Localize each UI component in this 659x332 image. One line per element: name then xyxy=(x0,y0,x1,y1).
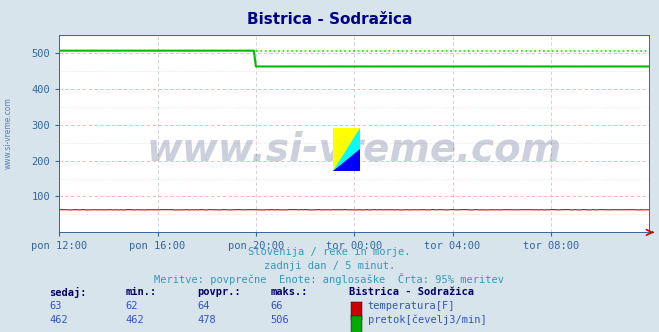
Text: 478: 478 xyxy=(198,315,216,325)
Text: www.si-vreme.com: www.si-vreme.com xyxy=(3,97,13,169)
Text: Meritve: povprečne  Enote: anglosaške  Črta: 95% meritev: Meritve: povprečne Enote: anglosaške Črt… xyxy=(154,273,505,285)
Text: temperatura[F]: temperatura[F] xyxy=(368,301,455,311)
Text: min.:: min.: xyxy=(125,287,156,297)
Text: zadnji dan / 5 minut.: zadnji dan / 5 minut. xyxy=(264,261,395,271)
Text: 63: 63 xyxy=(49,301,62,311)
Text: Bistrica - Sodražica: Bistrica - Sodražica xyxy=(349,287,474,297)
Text: 462: 462 xyxy=(49,315,68,325)
Polygon shape xyxy=(333,128,360,171)
Text: Slovenija / reke in morje.: Slovenija / reke in morje. xyxy=(248,247,411,257)
Text: 462: 462 xyxy=(125,315,144,325)
Text: maks.:: maks.: xyxy=(270,287,308,297)
Text: pretok[čevelj3/min]: pretok[čevelj3/min] xyxy=(368,315,486,325)
Text: 64: 64 xyxy=(198,301,210,311)
Text: 506: 506 xyxy=(270,315,289,325)
Text: 66: 66 xyxy=(270,301,283,311)
Text: povpr.:: povpr.: xyxy=(198,287,241,297)
Text: sedaj:: sedaj: xyxy=(49,287,87,298)
Polygon shape xyxy=(333,128,360,171)
Text: www.si-vreme.com: www.si-vreme.com xyxy=(146,130,562,168)
Text: 62: 62 xyxy=(125,301,138,311)
Text: Bistrica - Sodražica: Bistrica - Sodražica xyxy=(247,12,412,27)
Polygon shape xyxy=(333,149,360,171)
